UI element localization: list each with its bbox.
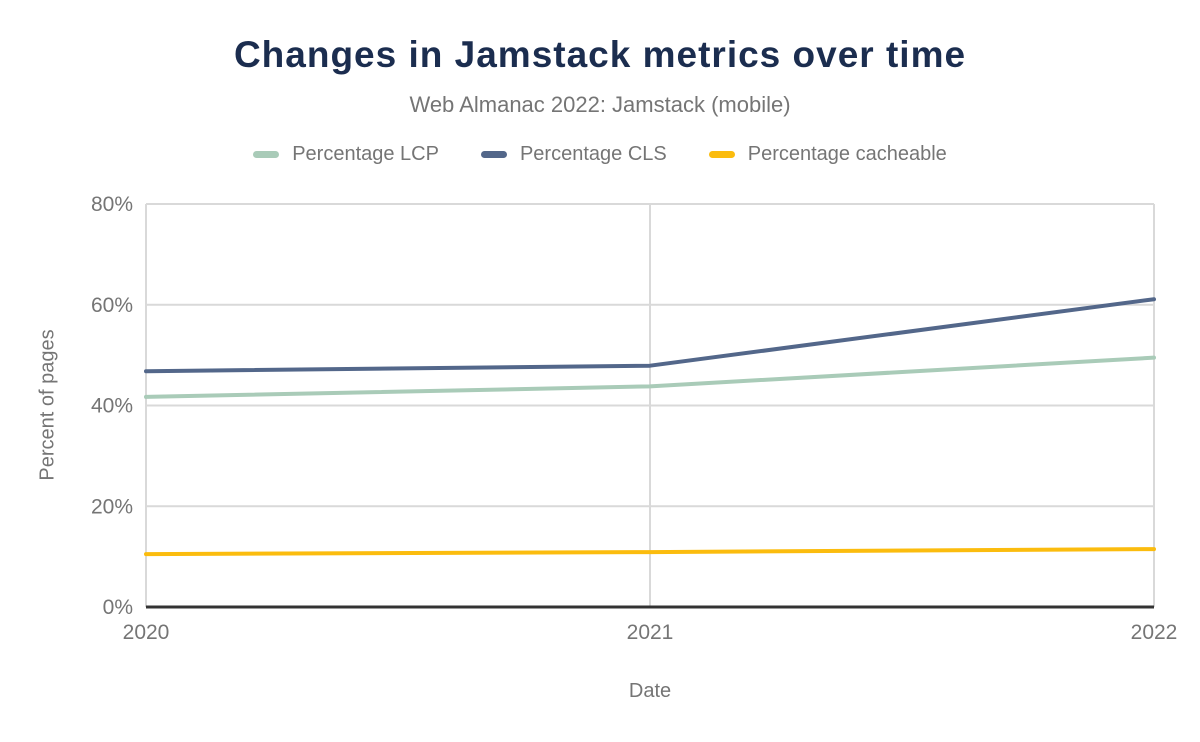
- chart-legend: Percentage LCP Percentage CLS Percentage c…: [0, 143, 1200, 166]
- legend-swatch-icon: [253, 151, 280, 158]
- y-tick-label: 20%: [91, 495, 133, 518]
- series-line-percentage-cls: [144, 297, 1156, 374]
- legend-item: Percentage CLS: [480, 143, 667, 166]
- chart-subtitle: Web Almanac 2022: Jamstack (mobile): [409, 92, 791, 117]
- legend-label: Percentage CLS: [519, 143, 667, 165]
- x-tick-label: 2021: [627, 621, 674, 644]
- legend-label: Percentage cacheable: [747, 143, 947, 165]
- y-tick-label: 40%: [91, 395, 133, 418]
- chart-title: Changes in Jamstack metrics over time: [233, 34, 967, 75]
- y-tick-label: 0%: [103, 596, 133, 619]
- y-tick-label: 80%: [91, 193, 133, 216]
- legend-label: Percentage LCP: [292, 143, 439, 165]
- x-axis-title: Date: [628, 680, 672, 702]
- series-line-percentage-cacheable: [144, 547, 1156, 557]
- legend-item: Percentage LCP: [253, 143, 439, 166]
- series-line-percentage-lcp: [144, 355, 1156, 399]
- x-tick-label: 2022: [1131, 621, 1178, 644]
- legend-swatch-icon: [480, 151, 507, 158]
- legend-swatch-icon: [708, 151, 735, 158]
- x-tick-label: 2020: [123, 621, 170, 644]
- legend-item: Percentage cacheable: [708, 143, 947, 166]
- y-tick-label: 60%: [91, 294, 133, 317]
